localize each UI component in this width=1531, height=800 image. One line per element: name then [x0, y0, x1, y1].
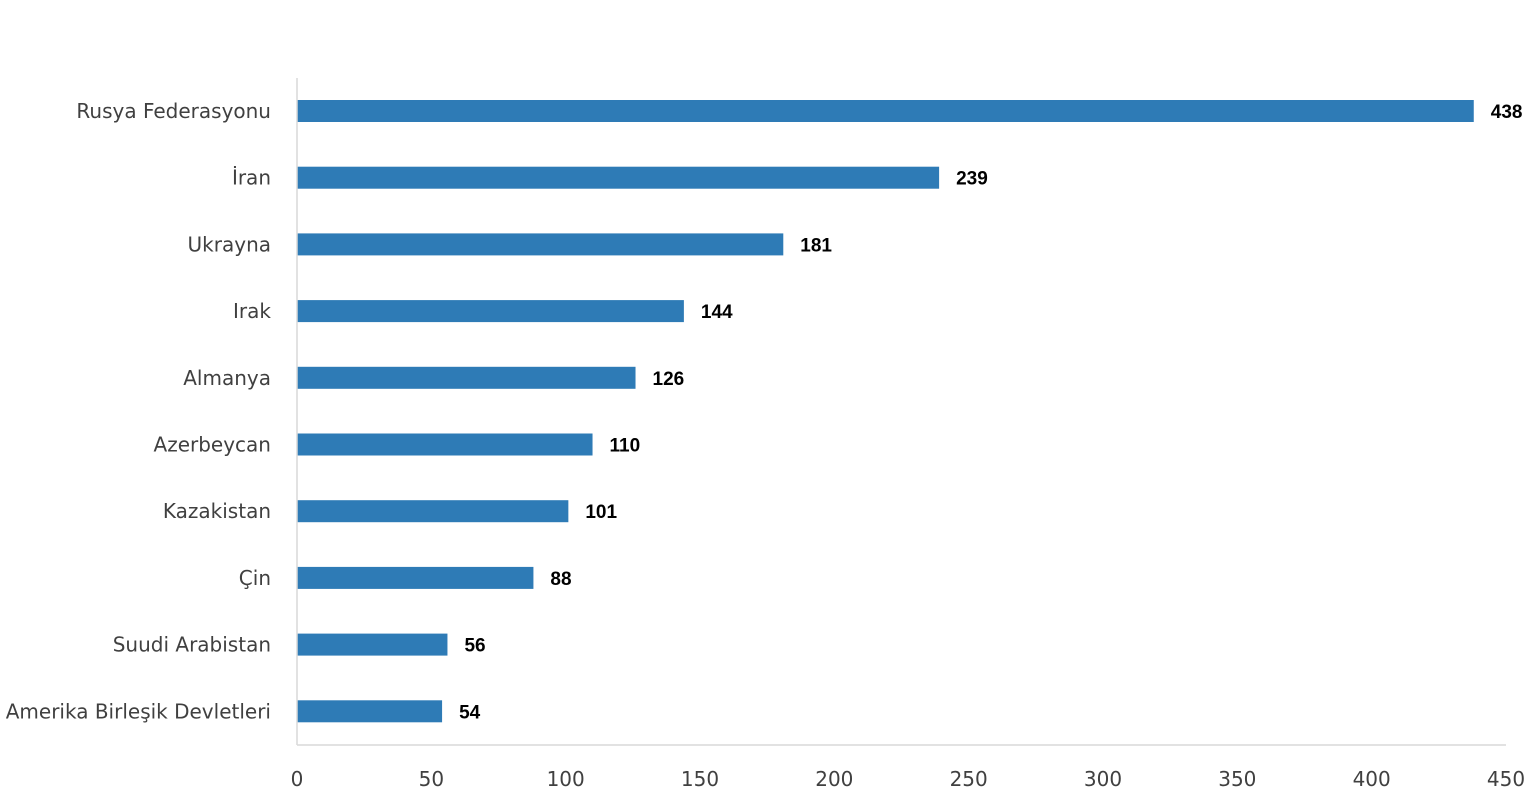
x-tick-label: 400	[1353, 767, 1391, 791]
bar-8	[297, 566, 534, 589]
value-label: 54	[459, 702, 481, 723]
bar-4	[297, 300, 684, 323]
bar-9	[297, 633, 448, 656]
x-axis-tick-labels: 0 50 100 150 200 250 300 350 400 450	[291, 767, 1525, 791]
x-tick-label: 300	[1084, 767, 1122, 791]
bar-5	[297, 366, 636, 389]
category-label: Ukrayna	[188, 232, 271, 256]
bar-1	[297, 100, 1474, 122]
category-label: Amerika Birleşik Devletleri	[6, 699, 271, 723]
bar-10	[297, 700, 443, 723]
value-label: 181	[800, 235, 832, 256]
value-labels: 438 239 181 144 126 110 101 88 56 54	[459, 102, 1522, 723]
x-tick-label: 450	[1487, 767, 1525, 791]
category-label: İran	[232, 166, 271, 190]
value-label: 101	[585, 502, 617, 523]
category-label: Almanya	[183, 366, 271, 390]
category-label: Azerbeycan	[154, 433, 271, 457]
bar-3	[297, 233, 784, 256]
value-label: 56	[464, 636, 485, 657]
bar-6	[297, 433, 593, 456]
bar-7	[297, 500, 569, 523]
value-label: 144	[701, 302, 733, 323]
x-tick-label: 350	[1218, 767, 1256, 791]
value-label: 110	[610, 436, 641, 457]
value-label: 438	[1491, 102, 1523, 123]
value-label: 88	[550, 569, 571, 590]
category-label: Suudi Arabistan	[113, 633, 271, 657]
x-tick-label: 0	[291, 767, 304, 791]
category-labels: Rusya Federasyonu İran Ukrayna Irak Almanya A…	[6, 99, 272, 723]
bars	[297, 100, 1474, 723]
value-label: 126	[653, 369, 685, 390]
category-label: Kazakistan	[163, 499, 271, 523]
value-label: 239	[956, 169, 988, 190]
category-label: Irak	[233, 299, 271, 323]
x-tick-label: 100	[547, 767, 585, 791]
bar-2	[297, 166, 940, 189]
x-tick-label: 250	[950, 767, 988, 791]
x-tick-label: 150	[681, 767, 719, 791]
axes	[296, 78, 1506, 746]
category-label: Rusya Federasyonu	[76, 99, 271, 123]
category-label: Çin	[239, 566, 271, 590]
x-tick-label: 50	[419, 767, 444, 791]
x-tick-label: 200	[815, 767, 853, 791]
